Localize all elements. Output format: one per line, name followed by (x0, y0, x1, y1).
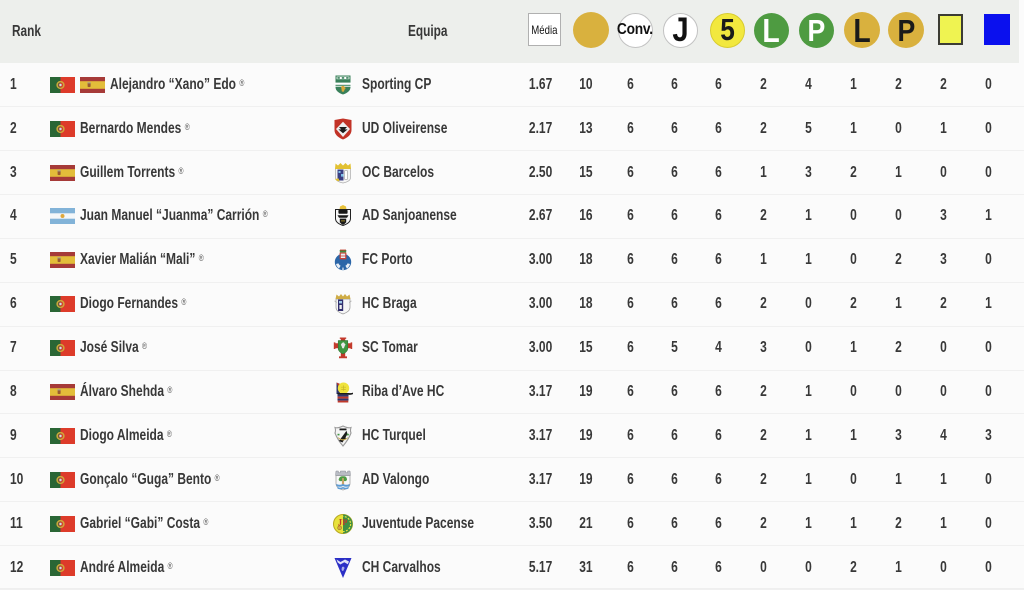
svg-text:P: P (342, 518, 347, 527)
svg-text:J: J (338, 517, 343, 527)
